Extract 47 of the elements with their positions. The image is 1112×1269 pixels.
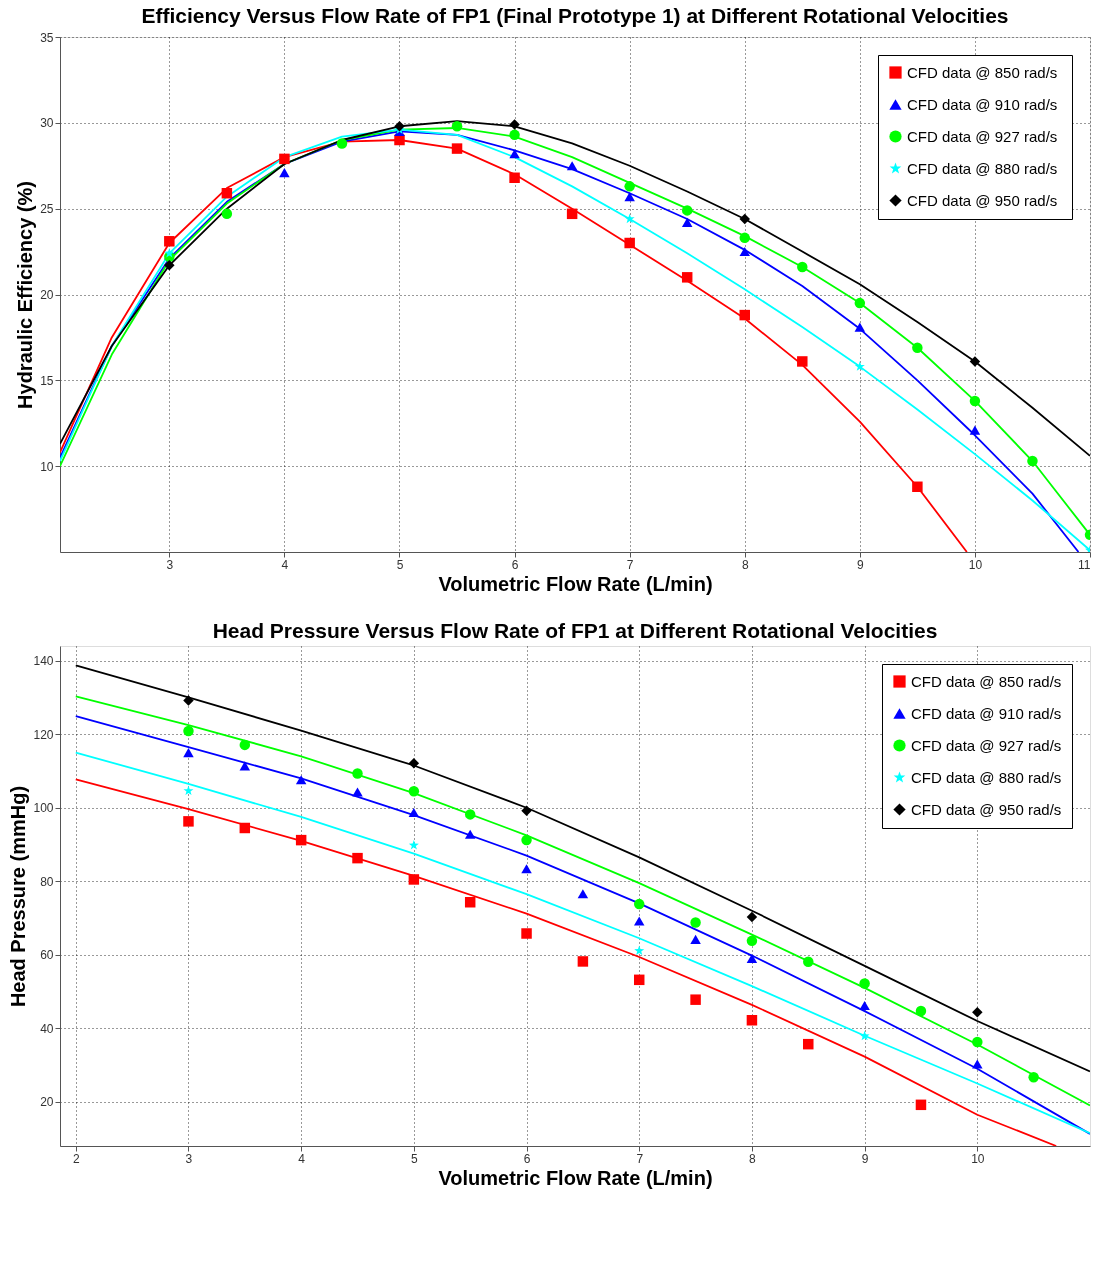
y-tick-label: 30 <box>40 116 54 131</box>
x-tick-label: 7 <box>636 1151 644 1166</box>
x-tick-label: 4 <box>281 557 289 572</box>
legend-label: CFD data @ 880 rad/s <box>911 768 1062 786</box>
chart-title: Head Pressure Versus Flow Rate of FP1 at Different Rotational Velocities <box>212 619 938 642</box>
y-tick-label: 120 <box>33 727 54 742</box>
y-tick-label: 80 <box>40 874 54 889</box>
y-axis-title: Hydraulic Efficiency (%) <box>14 181 37 409</box>
y-tick-label: 100 <box>33 801 54 816</box>
x-tick-label: 10 <box>968 557 983 572</box>
y-tick-label: 20 <box>40 1095 54 1110</box>
x-tick-label: 2 <box>72 1151 80 1166</box>
x-tick-label: 5 <box>411 1151 419 1166</box>
x-axis-title: Volumetric Flow Rate (L/min) <box>438 572 713 595</box>
legend-label: CFD data @ 927 rad/s <box>907 127 1058 145</box>
y-tick-label: 15 <box>40 373 54 388</box>
x-tick-label: 8 <box>749 1151 757 1166</box>
x-tick-label: 5 <box>396 557 404 572</box>
x-tick-label: 3 <box>166 557 174 572</box>
x-tick-label: 9 <box>861 1151 869 1166</box>
y-tick-label: 10 <box>40 459 54 474</box>
x-axis-title: Volumetric Flow Rate (L/min) <box>438 1166 713 1189</box>
y-tick-label: 35 <box>40 30 54 45</box>
x-tick-label: 11 <box>1078 557 1091 572</box>
chart-title: Efficiency Versus Flow Rate of FP1 (Final Prototype 1) at Different Rotational Velocities <box>141 4 1009 27</box>
y-tick-label: 60 <box>40 948 54 963</box>
x-tick-label: 6 <box>511 557 519 572</box>
legend-label: CFD data @ 927 rad/s <box>911 736 1062 754</box>
x-tick-label: 9 <box>856 557 864 572</box>
y-tick-label: 25 <box>40 202 54 217</box>
legend-label: CFD data @ 850 rad/s <box>911 672 1062 690</box>
legend-label: CFD data @ 850 rad/s <box>907 63 1058 81</box>
legend-label: CFD data @ 910 rad/s <box>907 95 1058 113</box>
x-tick-label: 10 <box>971 1151 985 1166</box>
x-tick-label: 6 <box>523 1151 531 1166</box>
y-axis-title: Head Pressure (mmHg) <box>7 785 30 1008</box>
y-tick-label: 40 <box>40 1021 54 1036</box>
x-tick-label: 3 <box>185 1151 193 1166</box>
y-tick-label: 20 <box>40 288 54 302</box>
y-tick-label: 140 <box>33 654 54 669</box>
legend-label: CFD data @ 910 rad/s <box>911 704 1062 722</box>
legend-label: CFD data @ 950 rad/s <box>907 191 1058 209</box>
x-tick-label: 8 <box>741 557 749 572</box>
x-tick-label: 4 <box>298 1151 306 1166</box>
legend-label: CFD data @ 880 rad/s <box>907 159 1058 177</box>
x-tick-label: 7 <box>626 557 634 572</box>
legend-label: CFD data @ 950 rad/s <box>911 800 1062 818</box>
